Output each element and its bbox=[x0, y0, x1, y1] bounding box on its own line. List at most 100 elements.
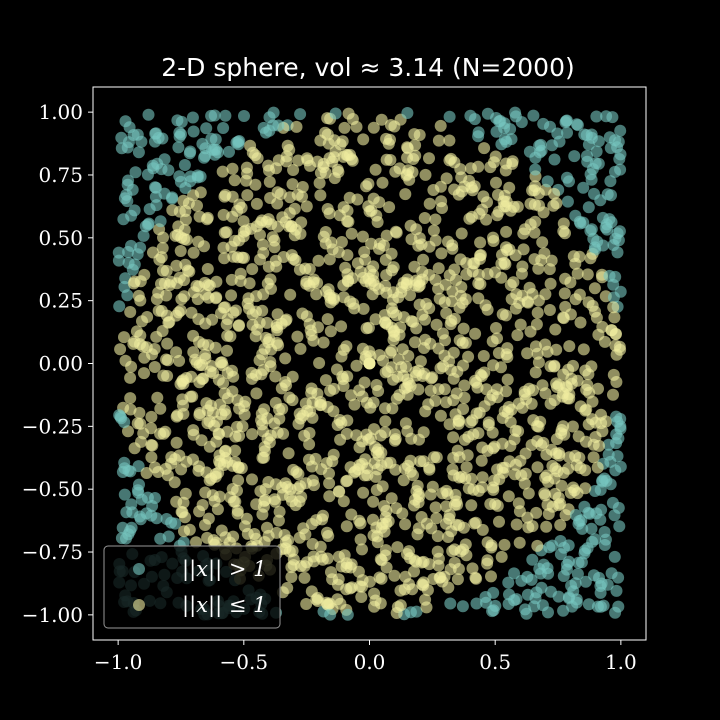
point-inside bbox=[277, 251, 290, 263]
point-inside bbox=[423, 152, 435, 165]
point-outside bbox=[132, 146, 145, 159]
point-inside bbox=[400, 360, 412, 373]
point-inside bbox=[201, 213, 213, 226]
point-inside bbox=[209, 292, 222, 305]
point-inside bbox=[531, 306, 544, 319]
point-inside bbox=[337, 495, 350, 508]
point-inside bbox=[137, 427, 150, 440]
point-inside bbox=[467, 483, 480, 496]
point-inside bbox=[484, 498, 497, 510]
point-inside bbox=[127, 337, 140, 350]
point-inside bbox=[595, 408, 607, 421]
point-outside bbox=[444, 597, 457, 610]
point-inside bbox=[495, 271, 508, 284]
point-inside bbox=[540, 448, 553, 461]
point-inside bbox=[509, 458, 522, 471]
x-tick-label: −0.5 bbox=[220, 650, 269, 674]
point-outside bbox=[594, 586, 607, 599]
point-inside bbox=[436, 327, 449, 340]
scatter-points bbox=[112, 106, 627, 621]
point-inside bbox=[124, 392, 137, 405]
point-outside bbox=[595, 503, 608, 516]
point-inside bbox=[380, 286, 393, 299]
point-inside bbox=[548, 472, 561, 485]
point-inside bbox=[356, 543, 368, 556]
point-outside bbox=[115, 131, 128, 144]
point-inside bbox=[178, 290, 191, 303]
point-inside bbox=[610, 348, 623, 361]
point-outside bbox=[530, 586, 543, 599]
point-inside bbox=[138, 367, 150, 380]
point-inside bbox=[409, 279, 422, 292]
point-inside bbox=[506, 157, 519, 170]
point-outside bbox=[210, 143, 223, 156]
point-inside bbox=[389, 433, 402, 446]
point-outside bbox=[537, 117, 550, 130]
point-inside bbox=[276, 481, 289, 494]
point-inside bbox=[161, 354, 174, 367]
point-inside bbox=[193, 505, 206, 518]
point-inside bbox=[498, 256, 511, 269]
point-inside bbox=[413, 490, 426, 503]
point-inside bbox=[327, 448, 340, 461]
point-inside bbox=[212, 466, 225, 479]
point-outside bbox=[120, 506, 133, 519]
point-inside bbox=[404, 219, 417, 232]
point-inside bbox=[379, 544, 392, 557]
point-inside bbox=[384, 133, 396, 146]
point-inside bbox=[498, 405, 511, 418]
point-inside bbox=[225, 273, 238, 286]
point-outside bbox=[217, 122, 230, 134]
point-inside bbox=[303, 279, 316, 292]
point-inside bbox=[379, 426, 391, 439]
point-inside bbox=[342, 107, 355, 120]
point-outside bbox=[199, 150, 212, 162]
point-inside bbox=[364, 277, 377, 290]
point-inside bbox=[299, 477, 312, 490]
point-inside bbox=[306, 460, 318, 473]
point-inside bbox=[436, 202, 448, 214]
point-inside bbox=[592, 328, 605, 341]
point-inside bbox=[512, 497, 525, 510]
point-outside bbox=[610, 584, 623, 597]
point-inside bbox=[324, 296, 337, 309]
point-inside bbox=[148, 361, 161, 373]
point-inside bbox=[454, 163, 467, 176]
point-inside bbox=[607, 388, 619, 401]
point-inside bbox=[340, 583, 353, 596]
point-inside bbox=[334, 433, 347, 446]
legend-label-outside: ||x|| > 1 bbox=[182, 557, 266, 582]
point-inside bbox=[354, 533, 367, 546]
point-outside bbox=[272, 119, 285, 132]
point-inside bbox=[178, 525, 190, 538]
point-outside bbox=[602, 448, 615, 461]
point-inside bbox=[237, 251, 250, 264]
point-outside bbox=[527, 109, 540, 122]
point-inside bbox=[460, 549, 473, 562]
point-inside bbox=[476, 471, 489, 484]
point-inside bbox=[284, 288, 297, 301]
point-inside bbox=[384, 119, 397, 131]
point-inside bbox=[457, 322, 470, 335]
point-inside bbox=[473, 207, 486, 220]
point-inside bbox=[321, 313, 334, 326]
point-outside bbox=[609, 134, 621, 147]
point-inside bbox=[386, 402, 399, 415]
point-inside bbox=[409, 139, 422, 152]
point-inside bbox=[317, 336, 330, 349]
point-inside bbox=[225, 289, 238, 302]
point-inside bbox=[384, 154, 397, 166]
point-outside bbox=[592, 135, 605, 148]
point-inside bbox=[226, 210, 239, 223]
point-inside bbox=[286, 370, 299, 383]
point-inside bbox=[430, 512, 443, 525]
point-outside bbox=[544, 585, 557, 598]
point-outside bbox=[113, 300, 126, 313]
point-inside bbox=[324, 325, 337, 338]
point-inside bbox=[157, 231, 169, 244]
point-outside bbox=[142, 108, 155, 121]
point-inside bbox=[221, 313, 234, 326]
point-inside bbox=[446, 545, 459, 558]
point-inside bbox=[589, 305, 601, 318]
point-inside bbox=[214, 356, 227, 369]
